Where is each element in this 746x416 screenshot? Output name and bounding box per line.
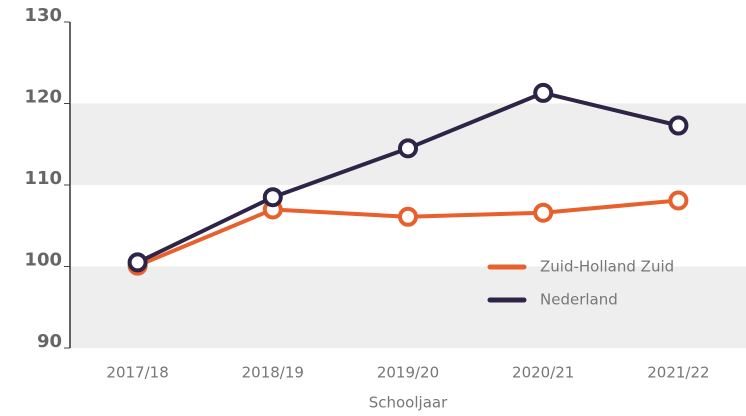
- x-tick-label: 2017/18: [106, 364, 168, 382]
- x-axis-label: Schooljaar: [369, 394, 448, 412]
- y-tick-label: 90: [37, 331, 62, 352]
- grid-band: [70, 266, 746, 348]
- point: [398, 138, 418, 159]
- point: [398, 206, 418, 227]
- point: [127, 252, 148, 273]
- point: [668, 190, 689, 211]
- point: [533, 82, 554, 103]
- y-tick-label: 110: [24, 168, 62, 189]
- y-tick-label: 100: [24, 250, 62, 271]
- x-tick-label: 2018/19: [242, 364, 304, 382]
- y-tick-label: 120: [24, 87, 62, 108]
- legend-label: Nederland: [540, 291, 618, 309]
- x-tick-label: 2019/20: [377, 364, 439, 382]
- x-tick-label: 2021/22: [647, 364, 709, 382]
- x-tick-label: 2020/21: [512, 364, 574, 382]
- y-tick-label: 130: [24, 5, 62, 26]
- point: [262, 187, 283, 208]
- legend-label: Zuid-Holland Zuid: [540, 258, 674, 276]
- point: [533, 202, 554, 223]
- point: [668, 115, 689, 136]
